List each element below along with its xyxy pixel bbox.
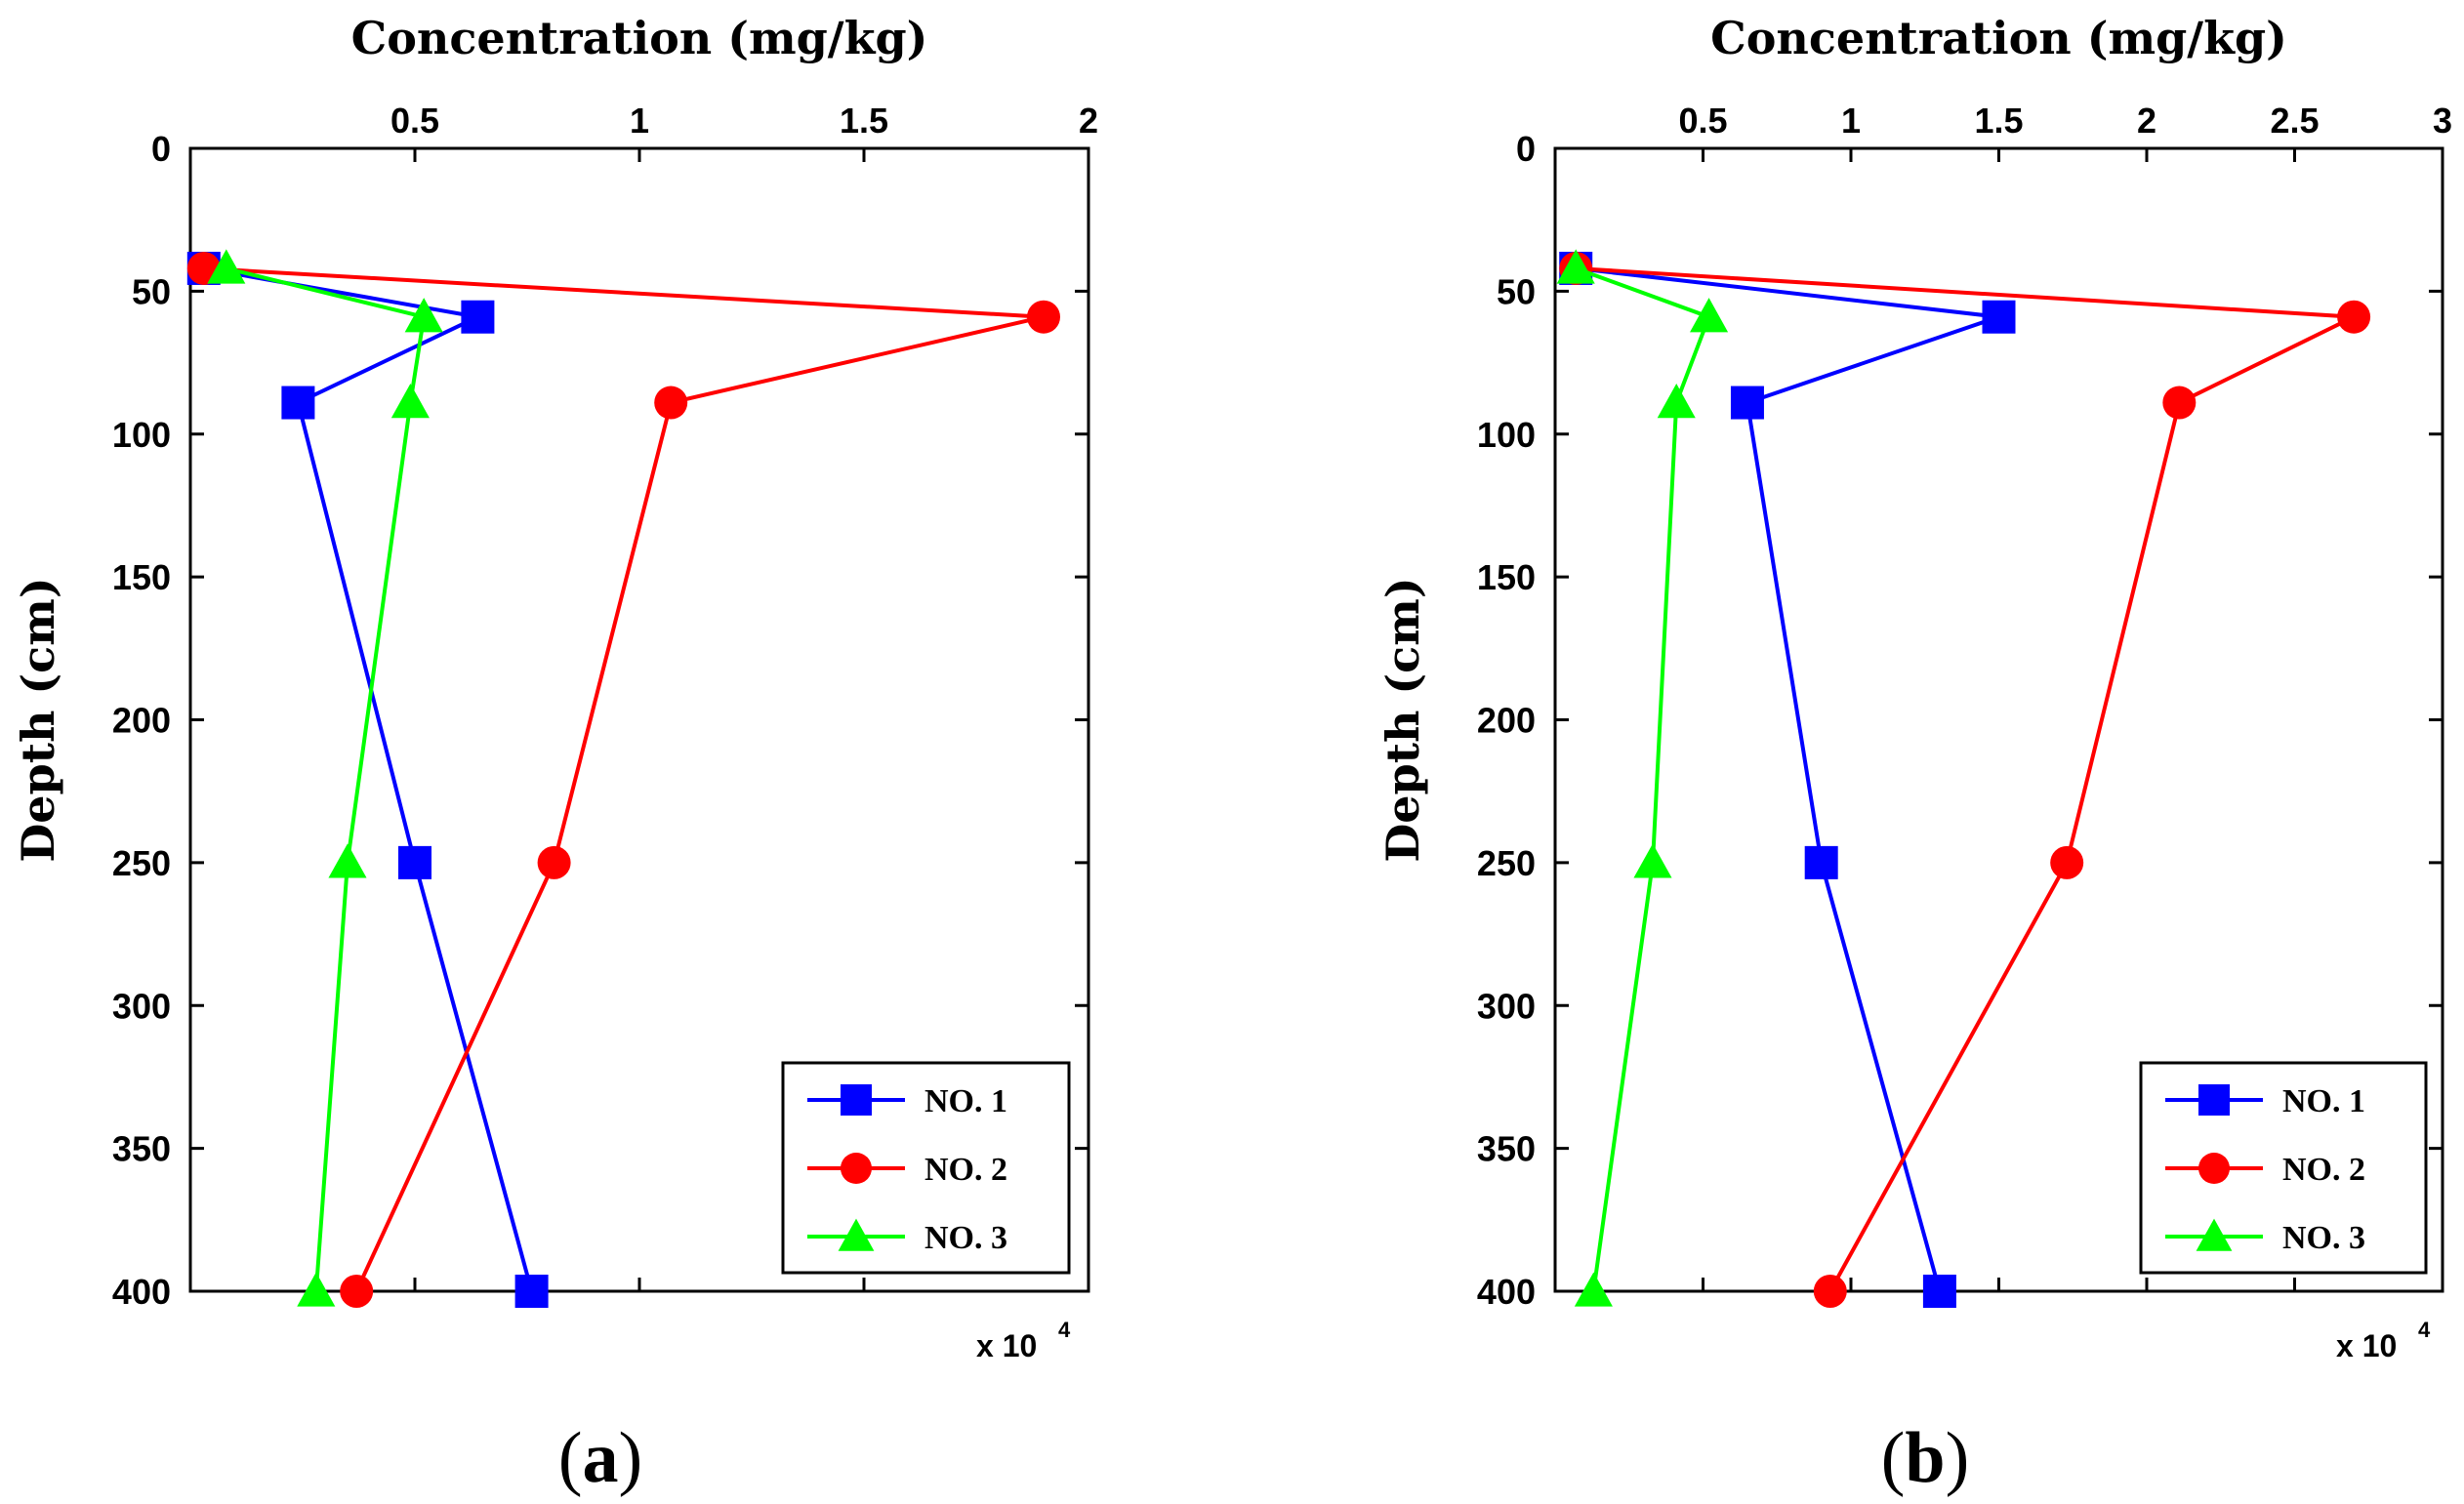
legend-label: NO. 2	[924, 1152, 1007, 1188]
series-no-2	[1559, 251, 2371, 1308]
data-point-circle	[340, 1275, 374, 1308]
data-point-triangle	[207, 249, 246, 284]
data-point-triangle	[838, 1218, 875, 1251]
legend-label: NO. 2	[2282, 1152, 2365, 1188]
legend-entry: NO. 3	[2165, 1218, 2365, 1256]
y-tick-label: 250	[112, 843, 171, 883]
legend-entry: NO. 3	[807, 1218, 1007, 1256]
y-tick-label: 150	[1477, 557, 1536, 597]
y-tick-label: 0	[1516, 129, 1536, 169]
series-no-2	[186, 251, 1060, 1308]
y-axis-title: Depth (cm)	[12, 577, 64, 862]
data-point-triangle	[390, 383, 430, 419]
y-tick-label: 200	[112, 701, 171, 741]
y-tick-label: 350	[112, 1129, 171, 1169]
y-tick-label: 300	[1477, 986, 1536, 1026]
data-point-circle	[2050, 845, 2084, 879]
data-point-circle	[841, 1153, 872, 1184]
data-point-circle	[2198, 1153, 2230, 1184]
series-line	[1575, 265, 2000, 1292]
data-point-triangle	[1633, 843, 1672, 878]
legend-entry: NO. 2	[807, 1152, 1007, 1188]
y-tick-label: 0	[151, 129, 171, 169]
data-point-circle	[1027, 300, 1060, 334]
data-point-circle	[654, 386, 688, 420]
legend: NO. 1 NO. 2 NO. 3	[2139, 1061, 2428, 1275]
data-point-square	[514, 1275, 549, 1308]
data-point-triangle	[1690, 298, 1729, 333]
x-axis-multiplier: x 10	[2336, 1328, 2397, 1363]
y-tick-label: 100	[1477, 415, 1536, 455]
data-point-square	[1804, 845, 1838, 879]
x-tick-label: 1.5	[840, 101, 888, 141]
x-axis-multiplier: x 10	[976, 1328, 1037, 1363]
x-axis-title: Concentration (mg/kg)	[1710, 12, 2287, 64]
panel-a: 0.5 1 1.5 2 0 50 100 150 200 250 300 350 400 Concentr…	[12, 12, 1098, 1498]
series-line	[1575, 266, 1712, 1292]
y-tick-label: 350	[1477, 1129, 1536, 1169]
data-point-triangle	[1657, 383, 1696, 419]
data-point-triangle	[404, 298, 443, 333]
legend-entry: NO. 1	[2165, 1083, 2365, 1119]
x-tick-label: 1.5	[1974, 101, 2023, 141]
y-tick-label: 400	[1477, 1272, 1536, 1312]
panel-label: (a)	[558, 1418, 642, 1498]
legend: NO. 1 NO. 2 NO. 3	[781, 1061, 1071, 1275]
y-tick-label: 50	[132, 271, 171, 311]
x-tick-label: 0.5	[390, 101, 439, 141]
data-point-triangle	[1574, 1272, 1613, 1307]
data-point-square	[281, 386, 315, 420]
legend-entry: NO. 2	[2165, 1152, 2365, 1188]
y-tick-label: 400	[112, 1272, 171, 1312]
data-point-square	[841, 1084, 872, 1116]
legend-entry: NO. 1	[807, 1083, 1007, 1119]
y-tick-label: 200	[1477, 701, 1536, 741]
legend-label: NO. 3	[924, 1220, 1007, 1256]
legend-label: NO. 3	[2282, 1220, 2365, 1256]
x-tick-label: 2	[2137, 101, 2156, 141]
x-tick-label: 0.5	[1678, 101, 1727, 141]
y-axis-title: Depth (cm)	[1376, 577, 1429, 862]
series-no-3	[1556, 249, 1729, 1307]
y-tick-label: 150	[112, 557, 171, 597]
data-point-triangle	[297, 1272, 336, 1307]
data-point-square	[461, 300, 495, 334]
x-tick-label: 3	[2433, 101, 2452, 141]
y-tick-label: 100	[112, 415, 171, 455]
x-tick-label: 1	[1841, 101, 1861, 141]
data-point-square	[398, 845, 431, 879]
panel-label: (b)	[1881, 1418, 1969, 1498]
y-tick-label: 50	[1497, 271, 1536, 311]
data-point-square	[2198, 1084, 2230, 1116]
x-axis-title: Concentration (mg/kg)	[351, 12, 928, 64]
data-point-square	[1730, 386, 1764, 420]
legend-label: NO. 1	[2282, 1083, 2365, 1119]
x-axis-multiplier-exponent: 4	[2418, 1318, 2431, 1342]
data-point-triangle	[1556, 249, 1595, 284]
series-no-3	[207, 249, 443, 1307]
x-axis-multiplier-exponent: 4	[1058, 1318, 1071, 1342]
x-tick-label: 2	[1079, 101, 1098, 141]
series-line	[203, 265, 534, 1292]
data-point-triangle	[328, 843, 367, 878]
x-tick-label: 1	[630, 101, 649, 141]
series-no-1	[186, 251, 549, 1308]
data-point-triangle	[2196, 1218, 2233, 1251]
panel-b: 0.5 1 1.5 2 2.5 3 0 50 100 150 200 250 300 350 400 Conc…	[1376, 12, 2452, 1498]
series-no-1	[1559, 251, 2016, 1308]
x-tick-label: 2.5	[2270, 101, 2319, 141]
data-point-circle	[1813, 1275, 1847, 1308]
y-tick-label: 250	[1477, 843, 1536, 883]
y-tick-label: 300	[112, 986, 171, 1026]
data-point-circle	[537, 845, 571, 879]
data-point-square	[1982, 300, 2016, 334]
data-point-circle	[2162, 386, 2197, 420]
data-point-circle	[2337, 300, 2371, 334]
legend-label: NO. 1	[924, 1083, 1007, 1119]
data-point-square	[1922, 1275, 1956, 1308]
